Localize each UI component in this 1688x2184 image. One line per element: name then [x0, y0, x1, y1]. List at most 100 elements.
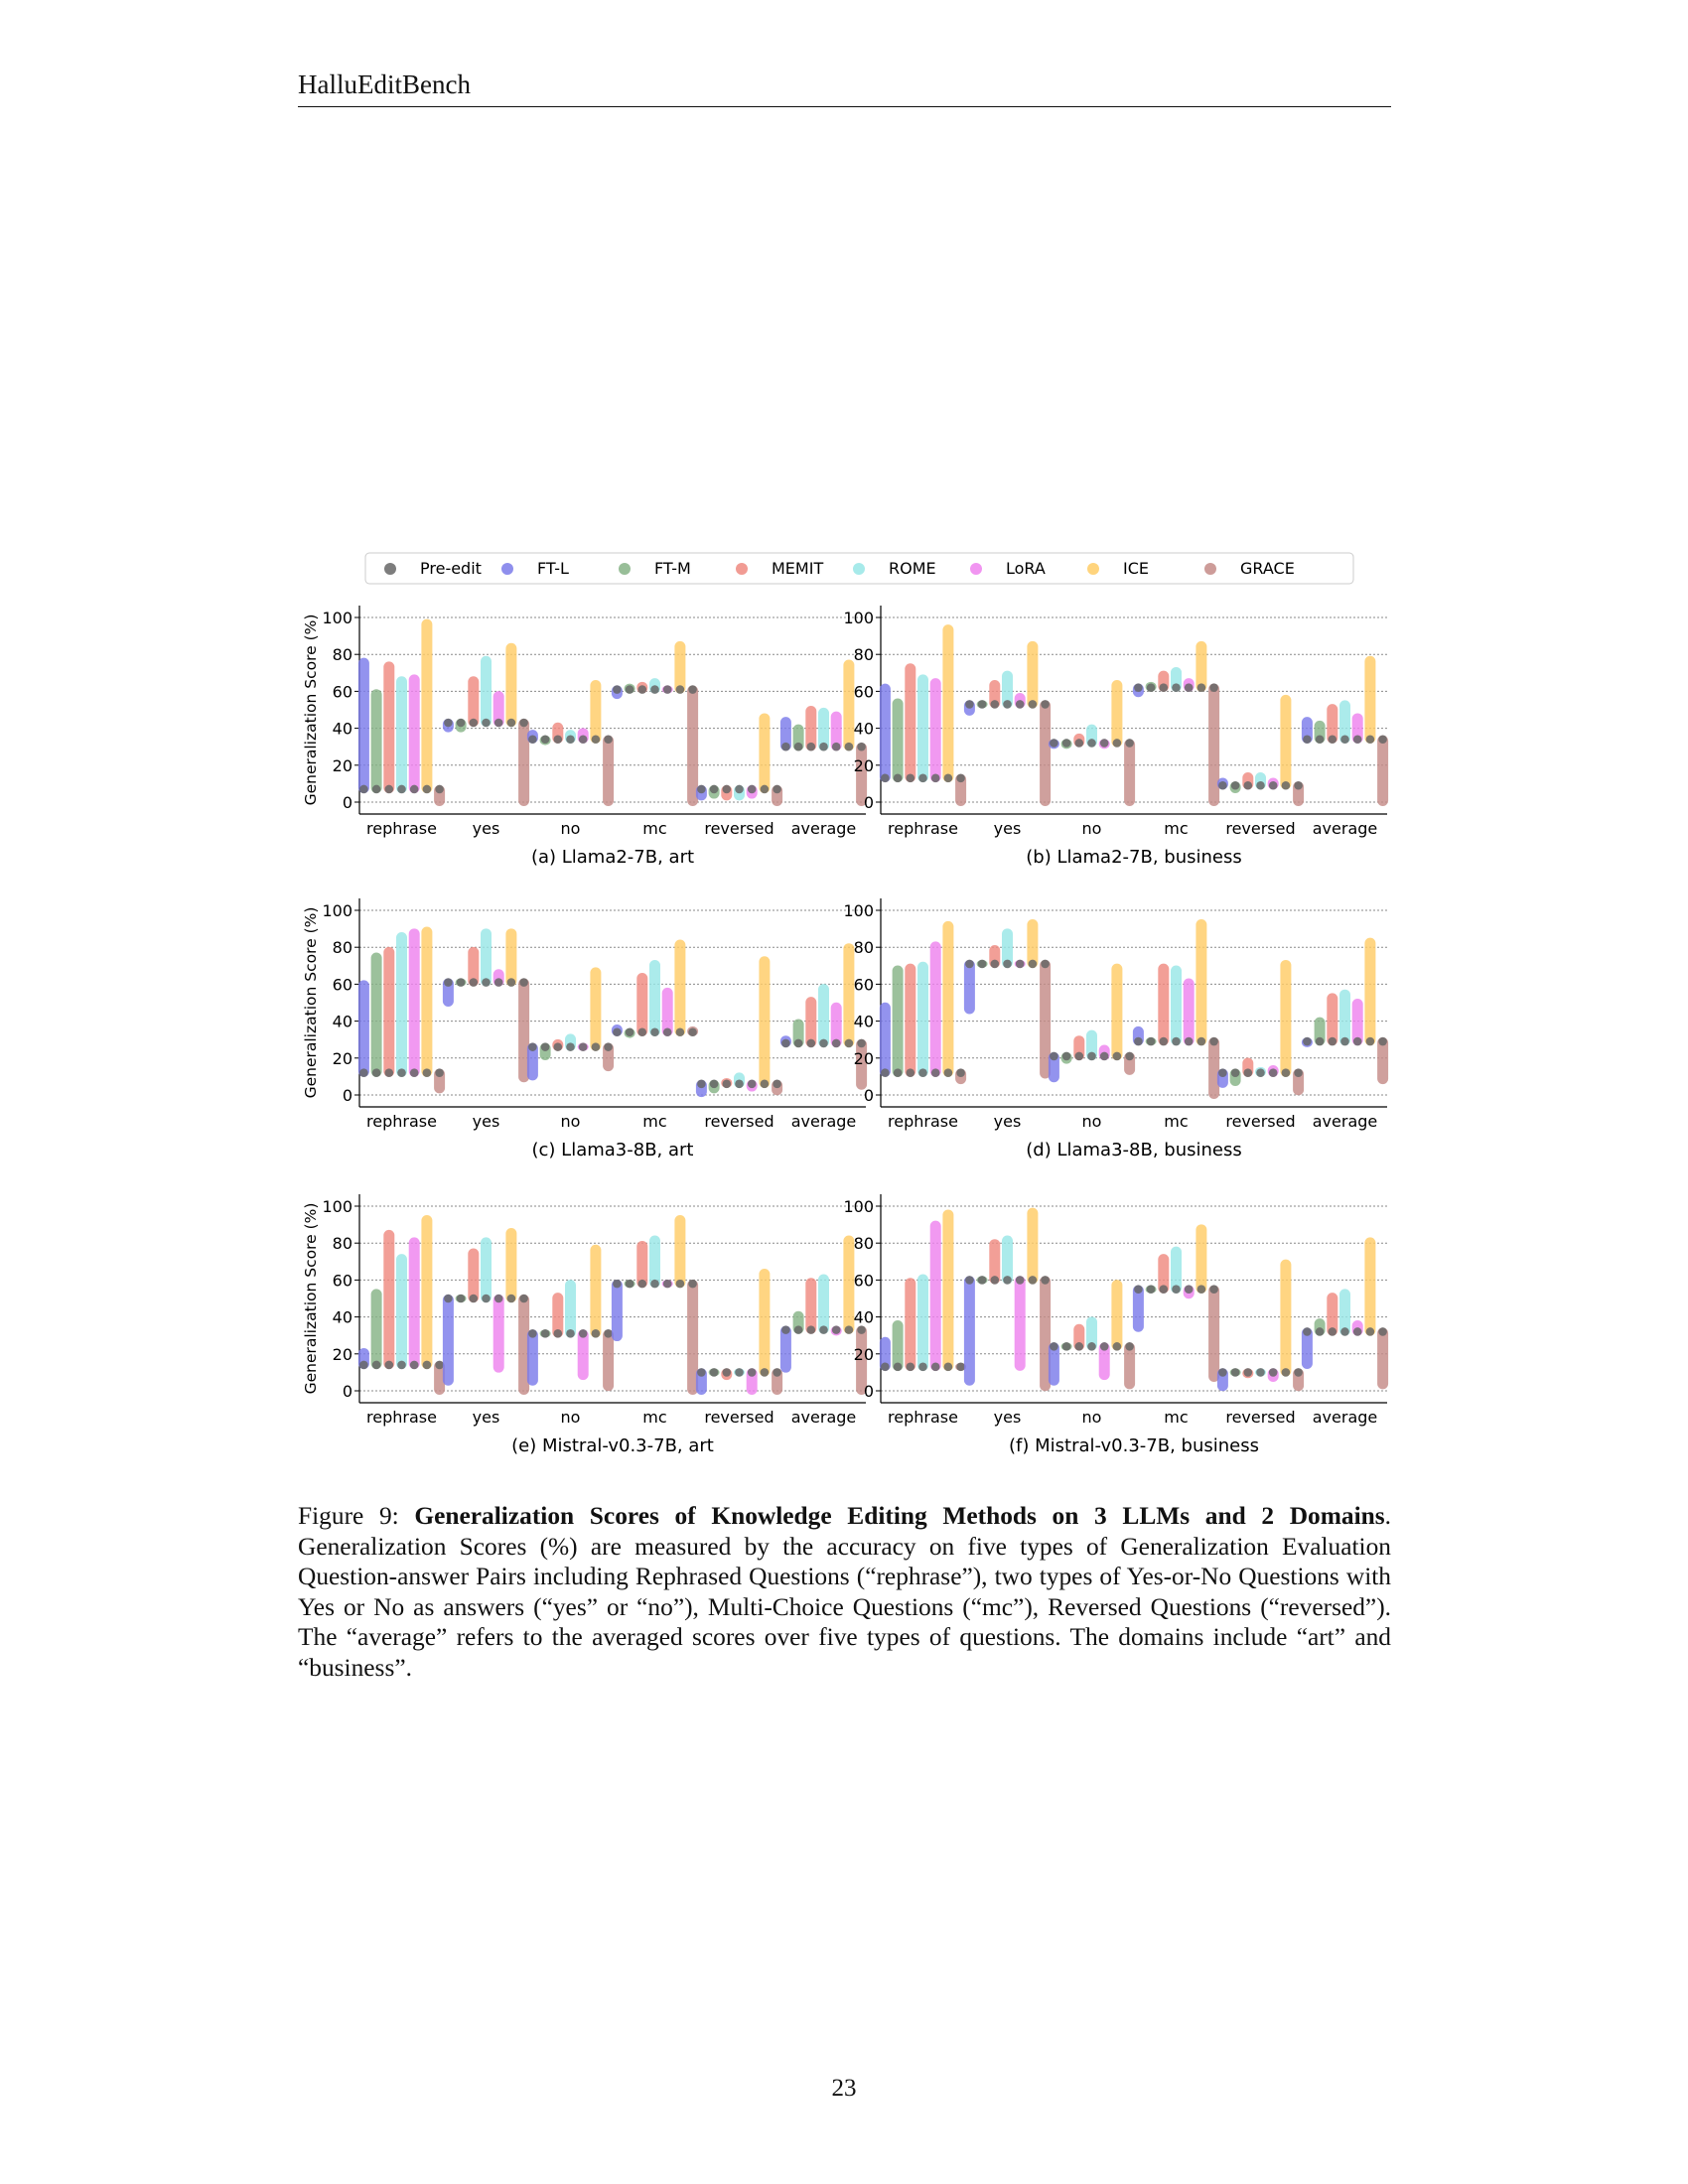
x-tick-label: mc [1164, 819, 1188, 838]
bar-memit [552, 1293, 564, 1338]
bar-memit [636, 972, 648, 1036]
pre-edit-marker [709, 1079, 719, 1089]
bar-rome [1002, 928, 1013, 968]
pre-edit-marker [519, 978, 528, 987]
pre-edit-marker [528, 735, 537, 745]
pre-edit-marker [637, 1027, 647, 1037]
legend-label-pre-edit: Pre-edit [420, 559, 482, 578]
pre-edit-marker [1328, 735, 1337, 745]
bar-lora [577, 1329, 589, 1381]
pre-edit-marker [553, 1329, 563, 1338]
bar-grace [856, 743, 868, 806]
pre-edit-marker [747, 1368, 757, 1377]
pre-edit-marker [819, 1325, 828, 1334]
pre-edit-marker [1184, 1285, 1194, 1294]
bar-memit [1158, 963, 1170, 1046]
y-tick-label: 20 [854, 756, 874, 775]
bar-rome [396, 932, 407, 1077]
y-tick-label: 40 [333, 1013, 352, 1031]
pre-edit-marker [1378, 1036, 1387, 1046]
pre-edit-marker [1378, 735, 1387, 745]
bar-ft-l [611, 1280, 623, 1342]
bar-ice [1280, 959, 1292, 1077]
legend-marker-ft-l [501, 563, 513, 575]
pre-edit-marker [650, 685, 659, 694]
x-tick-label: average [791, 1112, 857, 1131]
bar-grace [687, 1280, 699, 1395]
pre-edit-marker [662, 1027, 672, 1037]
bar-ice [1364, 937, 1376, 1046]
bar-ice [505, 928, 517, 987]
pre-edit-marker [422, 1360, 432, 1370]
x-tick-label: average [1313, 819, 1378, 838]
pre-edit-marker [1134, 1036, 1143, 1046]
pre-edit-marker [722, 784, 732, 794]
pre-edit-marker [906, 773, 915, 783]
x-tick-label: rephrase [888, 1112, 958, 1131]
bar-ft-l [1048, 1051, 1059, 1083]
pre-edit-marker [831, 1038, 841, 1048]
bar-rome [1171, 965, 1182, 1046]
y-tick-label: 20 [333, 1049, 352, 1068]
legend-marker-rome [853, 563, 865, 575]
caption-body: Generalization Scores (%) are measured b… [298, 1532, 1391, 1682]
pre-edit-marker [519, 1294, 528, 1303]
x-tick-label: yes [473, 1408, 500, 1427]
bar-memit [805, 997, 817, 1047]
pre-edit-marker [469, 718, 479, 728]
bar-rome [1086, 1029, 1097, 1060]
pre-edit-marker [650, 1027, 659, 1037]
x-tick-label: mc [642, 1112, 666, 1131]
bar-ft-l [357, 657, 369, 793]
y-tick-label: 40 [333, 1308, 352, 1327]
pre-edit-marker [444, 718, 453, 728]
pre-edit-marker [650, 1279, 659, 1289]
x-tick-label: yes [994, 1408, 1022, 1427]
bar-grace [1040, 959, 1052, 1079]
pre-edit-marker [881, 773, 890, 783]
pre-edit-marker [506, 1294, 516, 1303]
bar-memit [905, 963, 916, 1077]
bar-rome [396, 676, 407, 793]
pre-edit-marker [1294, 1068, 1303, 1077]
bar-ice [1196, 640, 1207, 692]
x-tick-label: no [1082, 819, 1102, 838]
pre-edit-marker [435, 784, 444, 794]
pre-edit-marker [1328, 1036, 1337, 1046]
pre-edit-marker [1061, 1342, 1071, 1351]
y-tick-label: 80 [854, 938, 874, 957]
pre-edit-marker [893, 1362, 903, 1372]
pre-edit-marker [591, 1042, 601, 1051]
pre-edit-marker [591, 735, 601, 745]
y-tick-label: 0 [864, 793, 874, 812]
pre-edit-marker [943, 1362, 953, 1372]
y-tick-label: 0 [864, 1086, 874, 1105]
legend-label-grace: GRACE [1240, 559, 1295, 578]
pre-edit-marker [493, 978, 503, 987]
bar-ice [421, 618, 433, 793]
bar-lora [929, 678, 941, 782]
pre-edit-marker [371, 784, 381, 794]
pre-edit-marker [625, 685, 634, 694]
pre-edit-marker [760, 1079, 770, 1089]
pre-edit-marker [469, 978, 479, 987]
chart-panel: 0 20 40 60 80 100 rephrase yes no mc reversed avera… [843, 1194, 1389, 1456]
pre-edit-marker [1218, 1368, 1227, 1377]
bar-ft-l [526, 1042, 538, 1081]
pre-edit-marker [506, 718, 516, 728]
pre-edit-marker [384, 1068, 394, 1077]
bar-ice [590, 679, 602, 744]
pre-edit-marker [781, 1038, 790, 1048]
bar-ice [1280, 1259, 1292, 1377]
pre-edit-marker [1230, 1368, 1240, 1377]
pre-edit-marker [722, 1368, 732, 1377]
bar-ice [942, 920, 954, 1077]
y-tick-label: 60 [854, 682, 874, 701]
bar-lora [408, 928, 420, 1077]
bar-lora [1014, 1276, 1026, 1371]
pre-edit-marker [506, 978, 516, 987]
pre-edit-marker [1256, 1068, 1265, 1077]
pre-edit-marker [675, 685, 685, 694]
pre-edit-marker [1125, 739, 1134, 748]
bar-ice [759, 1268, 771, 1377]
